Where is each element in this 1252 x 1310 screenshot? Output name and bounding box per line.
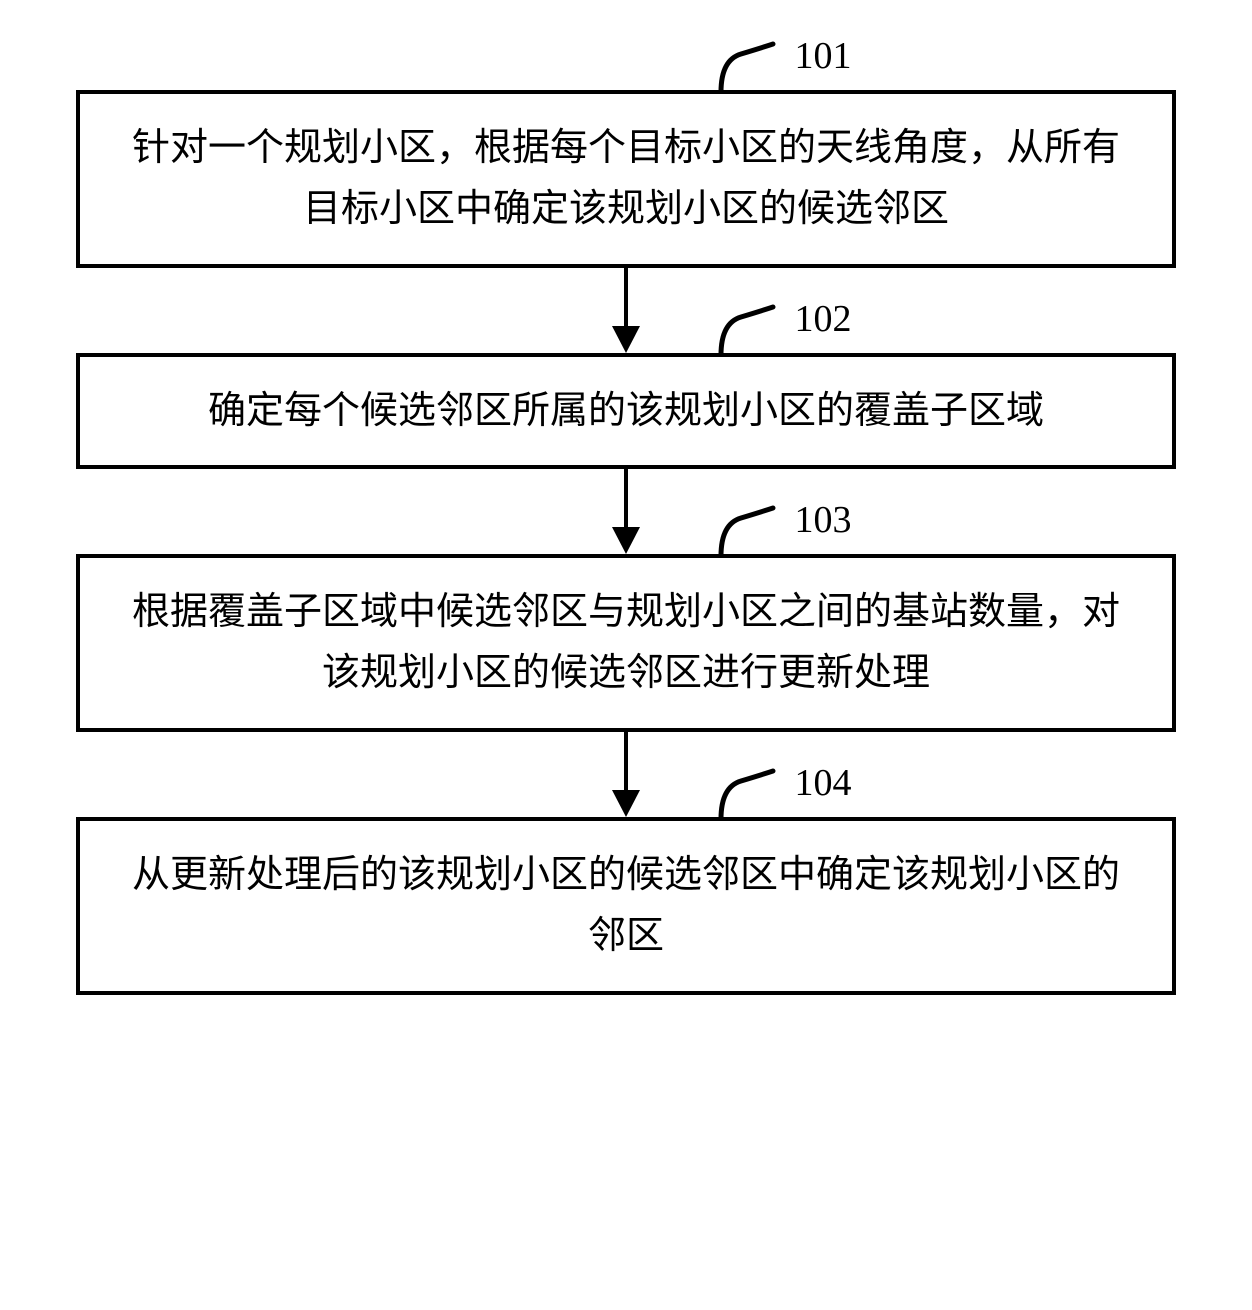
bracket-label-1: 101 (717, 40, 852, 94)
step-box-4: 从更新处理后的该规划小区的候选邻区中确定该规划小区的邻区 (76, 817, 1176, 995)
label-row-1: 101 (60, 40, 1192, 90)
step-text-4: 从更新处理后的该规划小区的候选邻区中确定该规划小区的邻区 (132, 854, 1120, 957)
bracket-label-4: 104 (717, 767, 852, 821)
label-row-3: 103 (60, 504, 1192, 554)
step-label-2: 102 (795, 297, 852, 341)
bracket-label-2: 102 (717, 303, 852, 357)
step-label-4: 104 (795, 761, 852, 805)
step-text-1: 针对一个规划小区，根据每个目标小区的天线角度，从所有目标小区中确定该规划小区的候… (132, 127, 1120, 230)
step-box-3: 根据覆盖子区域中候选邻区与规划小区之间的基站数量，对该规划小区的候选邻区进行更新… (76, 554, 1176, 732)
bracket-label-3: 103 (717, 504, 852, 558)
bracket-icon (717, 303, 777, 357)
step-wrapper-4: 104 从更新处理后的该规划小区的候选邻区中确定该规划小区的邻区 (60, 817, 1192, 995)
bracket-icon (717, 40, 777, 94)
step-wrapper-1: 101 针对一个规划小区，根据每个目标小区的天线角度，从所有目标小区中确定该规划… (60, 40, 1192, 268)
bracket-icon (717, 767, 777, 821)
step-label-1: 101 (795, 34, 852, 78)
label-row-2: 102 (60, 303, 1192, 353)
step-box-1: 针对一个规划小区，根据每个目标小区的天线角度，从所有目标小区中确定该规划小区的候… (76, 90, 1176, 268)
step-wrapper-2: 102 确定每个候选邻区所属的该规划小区的覆盖子区域 (60, 353, 1192, 470)
step-box-2: 确定每个候选邻区所属的该规划小区的覆盖子区域 (76, 353, 1176, 470)
step-text-3: 根据覆盖子区域中候选邻区与规划小区之间的基站数量，对该规划小区的候选邻区进行更新… (132, 591, 1120, 694)
bracket-icon (717, 504, 777, 558)
label-row-4: 104 (60, 767, 1192, 817)
step-text-2: 确定每个候选邻区所属的该规划小区的覆盖子区域 (208, 390, 1044, 432)
step-label-3: 103 (795, 498, 852, 542)
step-wrapper-3: 103 根据覆盖子区域中候选邻区与规划小区之间的基站数量，对该规划小区的候选邻区… (60, 554, 1192, 732)
flowchart-container: 101 针对一个规划小区，根据每个目标小区的天线角度，从所有目标小区中确定该规划… (60, 40, 1192, 995)
